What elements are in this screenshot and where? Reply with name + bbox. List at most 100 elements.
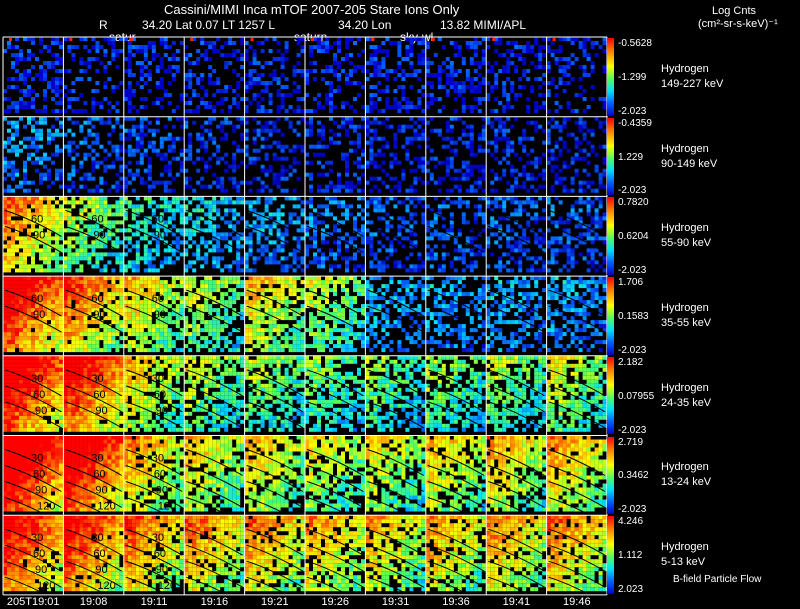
pixel bbox=[75, 300, 80, 305]
pixel bbox=[224, 53, 229, 57]
pixel bbox=[449, 160, 454, 165]
pixel bbox=[365, 236, 370, 241]
pixel bbox=[429, 264, 434, 269]
pixel bbox=[224, 160, 229, 165]
pixel bbox=[333, 252, 337, 257]
pixel bbox=[280, 236, 285, 241]
pixel bbox=[39, 77, 43, 81]
pixel bbox=[35, 304, 39, 309]
pixel bbox=[228, 176, 233, 181]
pixel bbox=[481, 176, 486, 181]
pixel bbox=[184, 284, 189, 289]
pixel bbox=[123, 200, 128, 205]
pixel bbox=[457, 184, 462, 189]
pixel bbox=[192, 37, 197, 41]
pixel bbox=[155, 148, 160, 153]
pixel bbox=[566, 132, 571, 137]
pixel bbox=[381, 61, 386, 65]
pixel bbox=[171, 41, 176, 45]
pixel bbox=[99, 244, 104, 249]
pixel bbox=[268, 256, 273, 261]
pixel bbox=[91, 320, 96, 325]
pixel bbox=[256, 77, 261, 81]
pixel bbox=[232, 200, 237, 205]
pixel bbox=[369, 160, 374, 165]
pixel bbox=[175, 284, 180, 289]
pixel bbox=[453, 97, 458, 101]
pixel bbox=[59, 168, 63, 173]
pixel bbox=[546, 120, 551, 125]
pixel bbox=[83, 328, 88, 333]
pixel bbox=[558, 136, 563, 141]
pixel bbox=[469, 85, 474, 89]
pixel bbox=[453, 236, 458, 241]
pixel bbox=[248, 280, 253, 285]
pixel bbox=[11, 340, 15, 345]
pixel bbox=[7, 212, 11, 217]
pixel bbox=[252, 140, 257, 145]
pixel bbox=[445, 136, 450, 141]
pixel bbox=[264, 37, 269, 41]
pixel bbox=[413, 105, 418, 109]
pixel bbox=[67, 276, 72, 281]
pixel bbox=[280, 93, 285, 97]
pixel bbox=[139, 300, 144, 305]
sun-marker bbox=[431, 38, 435, 41]
pixel bbox=[321, 228, 325, 233]
pixel bbox=[23, 204, 27, 209]
pixel bbox=[147, 220, 152, 225]
pixel bbox=[288, 252, 293, 257]
pixel bbox=[345, 81, 349, 85]
pixel bbox=[309, 204, 313, 209]
pixel bbox=[305, 200, 309, 205]
contour-label: 60 bbox=[31, 213, 43, 225]
pixel bbox=[369, 120, 374, 125]
pixel bbox=[353, 172, 357, 177]
pixel bbox=[405, 220, 410, 225]
pixel bbox=[574, 260, 579, 265]
pixel bbox=[317, 101, 321, 105]
pixel bbox=[188, 144, 193, 149]
pixel bbox=[159, 328, 164, 333]
pixel bbox=[313, 144, 317, 149]
pixel bbox=[546, 260, 551, 265]
pixel bbox=[385, 37, 390, 41]
pixel bbox=[393, 160, 398, 165]
pixel bbox=[115, 228, 120, 233]
pixel bbox=[123, 216, 128, 221]
pixel bbox=[212, 344, 217, 349]
pixel bbox=[31, 160, 35, 165]
pixel bbox=[119, 252, 124, 257]
pixel bbox=[151, 248, 156, 253]
pixel bbox=[562, 220, 567, 225]
pixel bbox=[7, 244, 11, 249]
pixel bbox=[212, 300, 217, 305]
pixel bbox=[345, 45, 349, 49]
pixel bbox=[67, 140, 72, 145]
pixel bbox=[240, 116, 245, 121]
pixel bbox=[337, 220, 341, 225]
pixel bbox=[526, 109, 531, 113]
pixel bbox=[163, 184, 168, 189]
pixel bbox=[83, 256, 88, 261]
pixel bbox=[71, 324, 76, 329]
pixel bbox=[188, 340, 193, 345]
pixel bbox=[19, 236, 23, 241]
pixel bbox=[143, 348, 148, 353]
pixel bbox=[244, 240, 249, 245]
pixel bbox=[405, 208, 410, 213]
pixel bbox=[486, 81, 491, 85]
pixel bbox=[43, 152, 47, 157]
pixel bbox=[526, 160, 531, 165]
contour-label: 60 bbox=[91, 213, 103, 225]
pixel bbox=[248, 45, 253, 49]
pixel bbox=[216, 300, 221, 305]
pixel bbox=[401, 244, 406, 249]
pixel bbox=[139, 280, 144, 285]
pixel bbox=[163, 136, 168, 141]
pixel bbox=[453, 152, 458, 157]
pixel bbox=[216, 37, 221, 41]
pixel bbox=[240, 292, 245, 297]
pixel bbox=[280, 232, 285, 237]
pixel bbox=[67, 344, 72, 349]
